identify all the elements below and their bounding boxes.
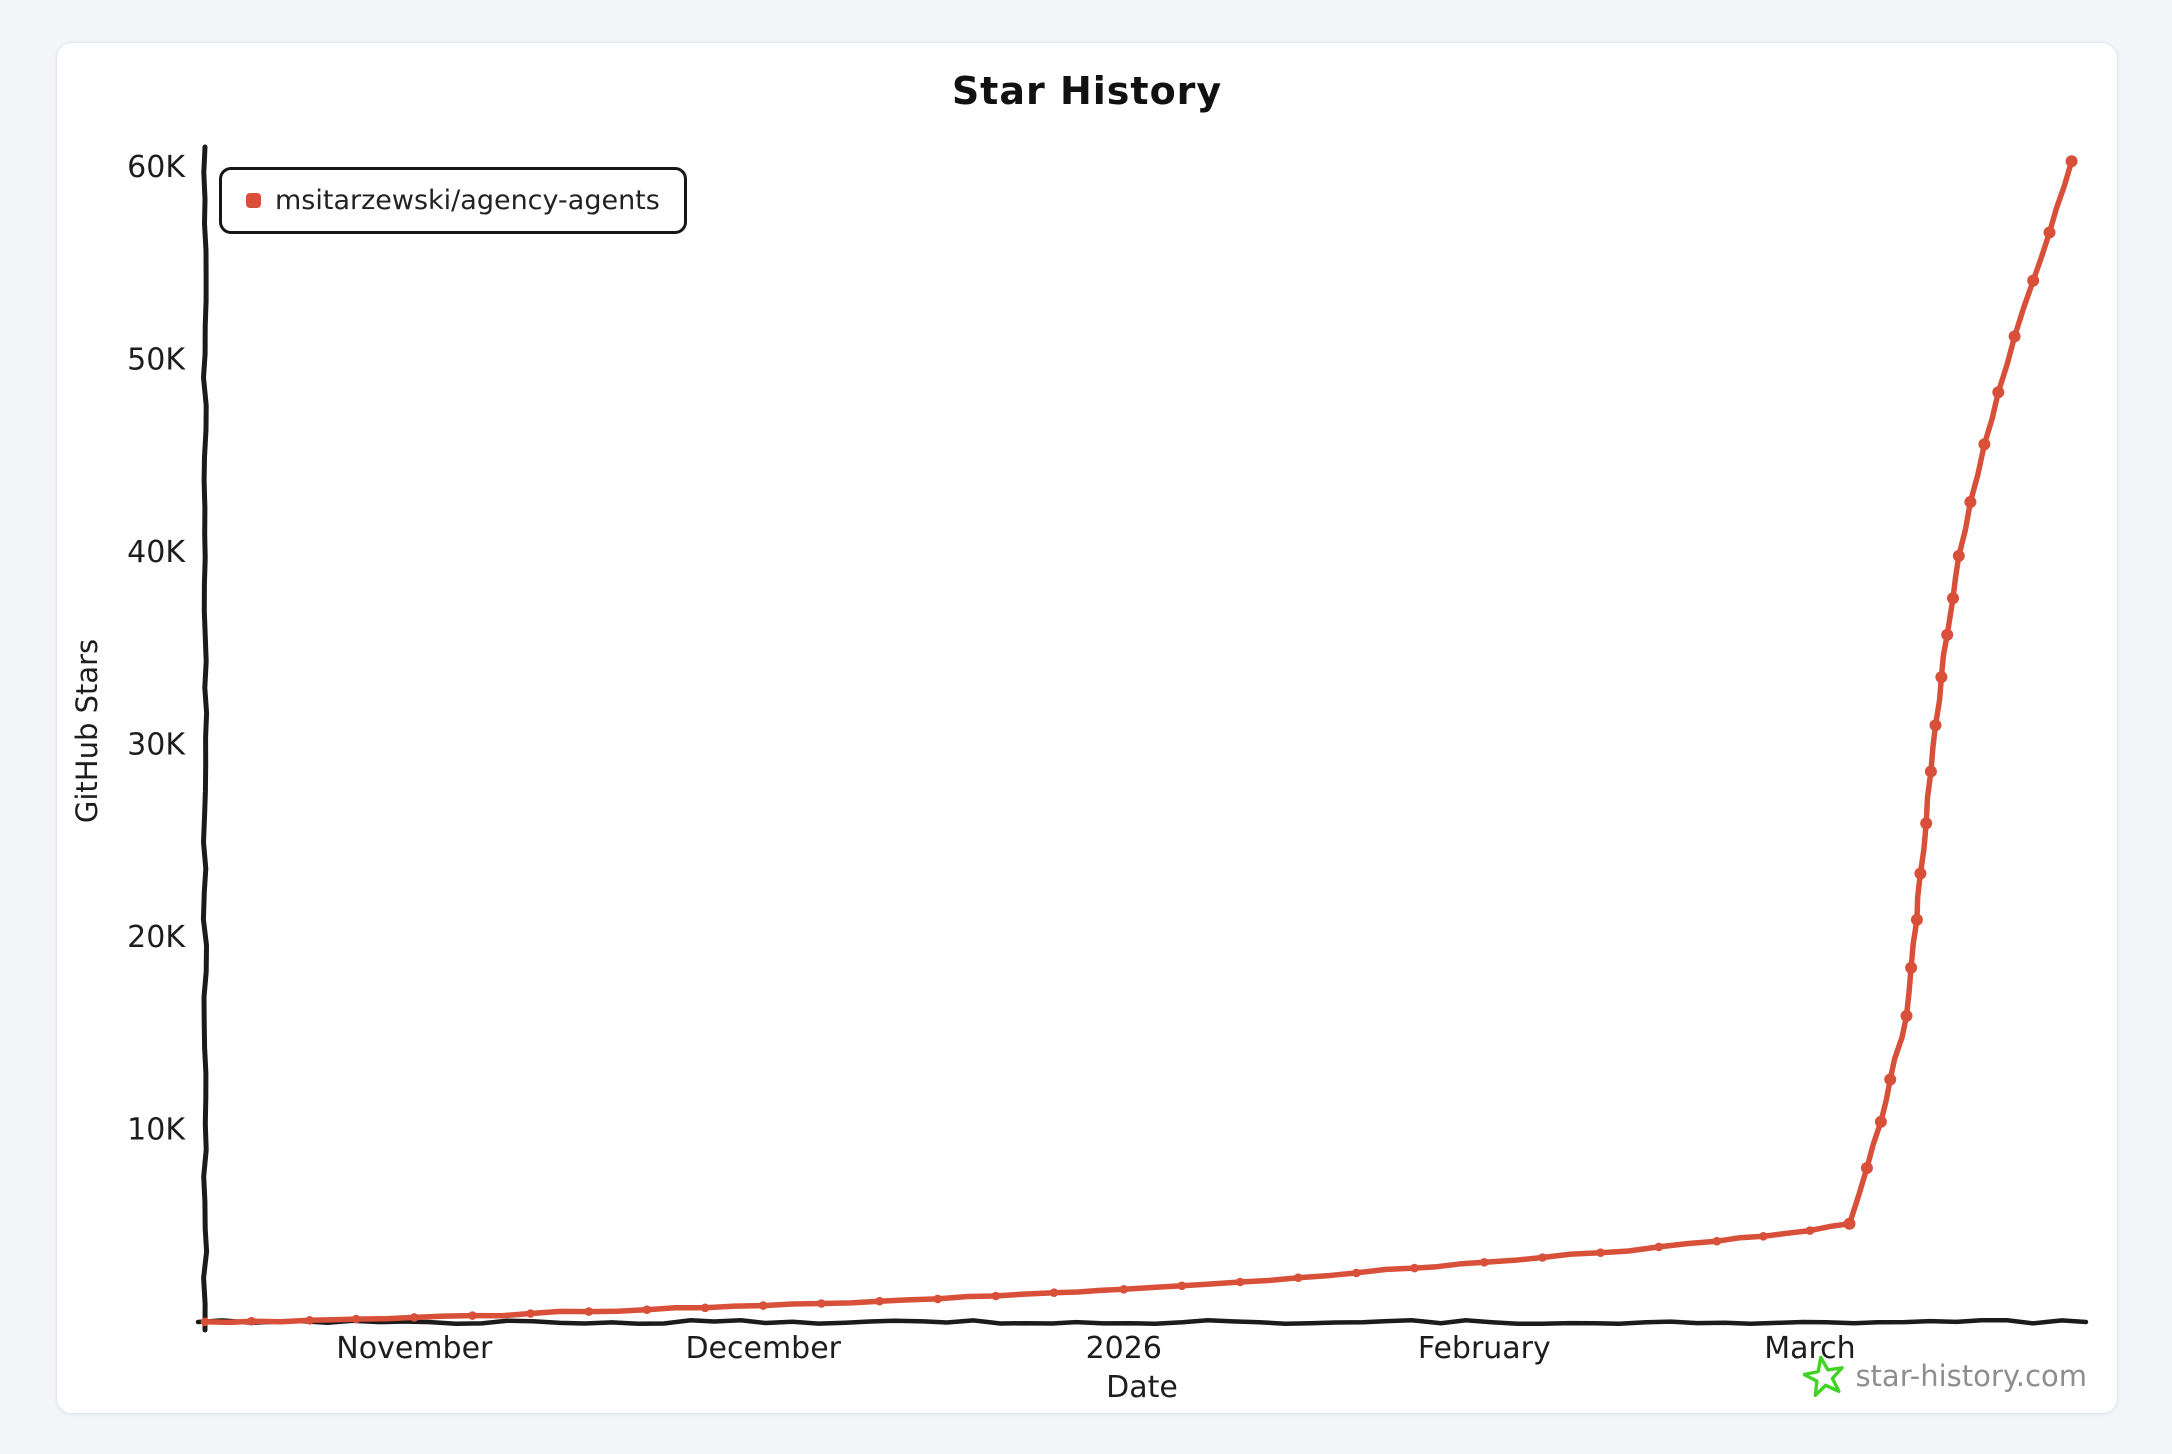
y-tick-label: 60K xyxy=(127,150,186,185)
data-point xyxy=(410,1313,419,1322)
data-point xyxy=(1905,961,1918,974)
data-point xyxy=(1964,496,1977,508)
x-tick-label: December xyxy=(685,1331,841,1366)
data-point xyxy=(933,1294,942,1304)
data-point xyxy=(1929,719,1942,732)
data-point xyxy=(1538,1253,1547,1262)
data-point xyxy=(1410,1263,1419,1273)
data-point xyxy=(1177,1281,1187,1291)
y-tick-label: 30K xyxy=(127,728,186,763)
data-point xyxy=(1900,1009,1913,1022)
x-axis xyxy=(195,1317,2089,1327)
y-axis-title: GitHub Stars xyxy=(70,639,104,823)
data-point xyxy=(1352,1268,1361,1278)
y-tick-label: 20K xyxy=(127,920,186,955)
data-point xyxy=(1480,1258,1489,1267)
footer-site-label: star-history.com xyxy=(1855,1359,2087,1393)
data-point xyxy=(642,1305,652,1314)
data-point xyxy=(2043,226,2056,239)
data-point xyxy=(247,1316,256,1326)
data-point xyxy=(1049,1288,1059,1297)
data-point xyxy=(1805,1226,1815,1235)
data-point xyxy=(1596,1248,1605,1257)
data-point xyxy=(2065,155,2078,168)
data-point xyxy=(1119,1285,1129,1294)
star-history-chart: 10K 20K 30K 40K 50K 60K November December 2026 Fe… xyxy=(70,144,2089,1405)
data-point xyxy=(1935,671,1948,684)
legend: msitarzewski/agency-agents xyxy=(219,167,687,234)
data-point xyxy=(1293,1273,1303,1282)
data-point xyxy=(1947,592,1959,605)
data-point xyxy=(468,1311,477,1320)
x-tick-label: November xyxy=(336,1331,493,1366)
data-point xyxy=(1654,1242,1664,1252)
data-point xyxy=(351,1314,361,1324)
chart-title: Star History xyxy=(951,69,1223,113)
data-point xyxy=(526,1309,535,1318)
x-axis-title: Date xyxy=(1106,1370,1178,1405)
chart-card: Star History 10K 20K 30K 40K 50K 60K November D… xyxy=(56,42,2118,1414)
legend-series-label: msitarzewski/agency-agents xyxy=(275,185,660,216)
y-axis xyxy=(200,144,210,1333)
data-point xyxy=(1712,1236,1722,1246)
data-point xyxy=(1952,549,1965,562)
data-point xyxy=(817,1299,826,1308)
data-point xyxy=(584,1307,594,1316)
data-point xyxy=(700,1303,710,1313)
data-point xyxy=(1992,386,2005,399)
y-tick-label: 40K xyxy=(127,535,186,570)
data-point xyxy=(200,1317,210,1327)
data-point xyxy=(1910,913,1923,926)
data-point xyxy=(2027,274,2040,287)
data-point xyxy=(2008,330,2021,343)
x-tick-label: March xyxy=(1764,1331,1855,1366)
x-tick-label: February xyxy=(1418,1331,1551,1366)
y-tick-label: 50K xyxy=(127,343,186,378)
data-point xyxy=(875,1296,884,1306)
series-line xyxy=(202,158,2075,1326)
star-history-link[interactable]: star-history.com xyxy=(1803,1355,2087,1397)
data-point xyxy=(991,1291,1001,1301)
data-point xyxy=(1914,867,1927,880)
data-point xyxy=(1759,1232,1768,1241)
data-point xyxy=(1978,438,1991,451)
data-point xyxy=(1843,1217,1856,1230)
data-point xyxy=(1235,1277,1245,1287)
data-point xyxy=(1924,765,1937,778)
data-point xyxy=(1884,1073,1897,1086)
y-tick-label: 10K xyxy=(127,1113,186,1148)
data-point xyxy=(1941,628,1954,641)
legend-series-marker xyxy=(246,193,261,208)
data-point xyxy=(758,1301,768,1310)
data-point xyxy=(305,1316,314,1325)
x-tick-label: 2026 xyxy=(1086,1331,1162,1366)
data-point xyxy=(1860,1162,1873,1174)
data-point xyxy=(1874,1115,1887,1128)
data-point xyxy=(1920,817,1933,830)
star-icon xyxy=(1803,1355,1845,1397)
